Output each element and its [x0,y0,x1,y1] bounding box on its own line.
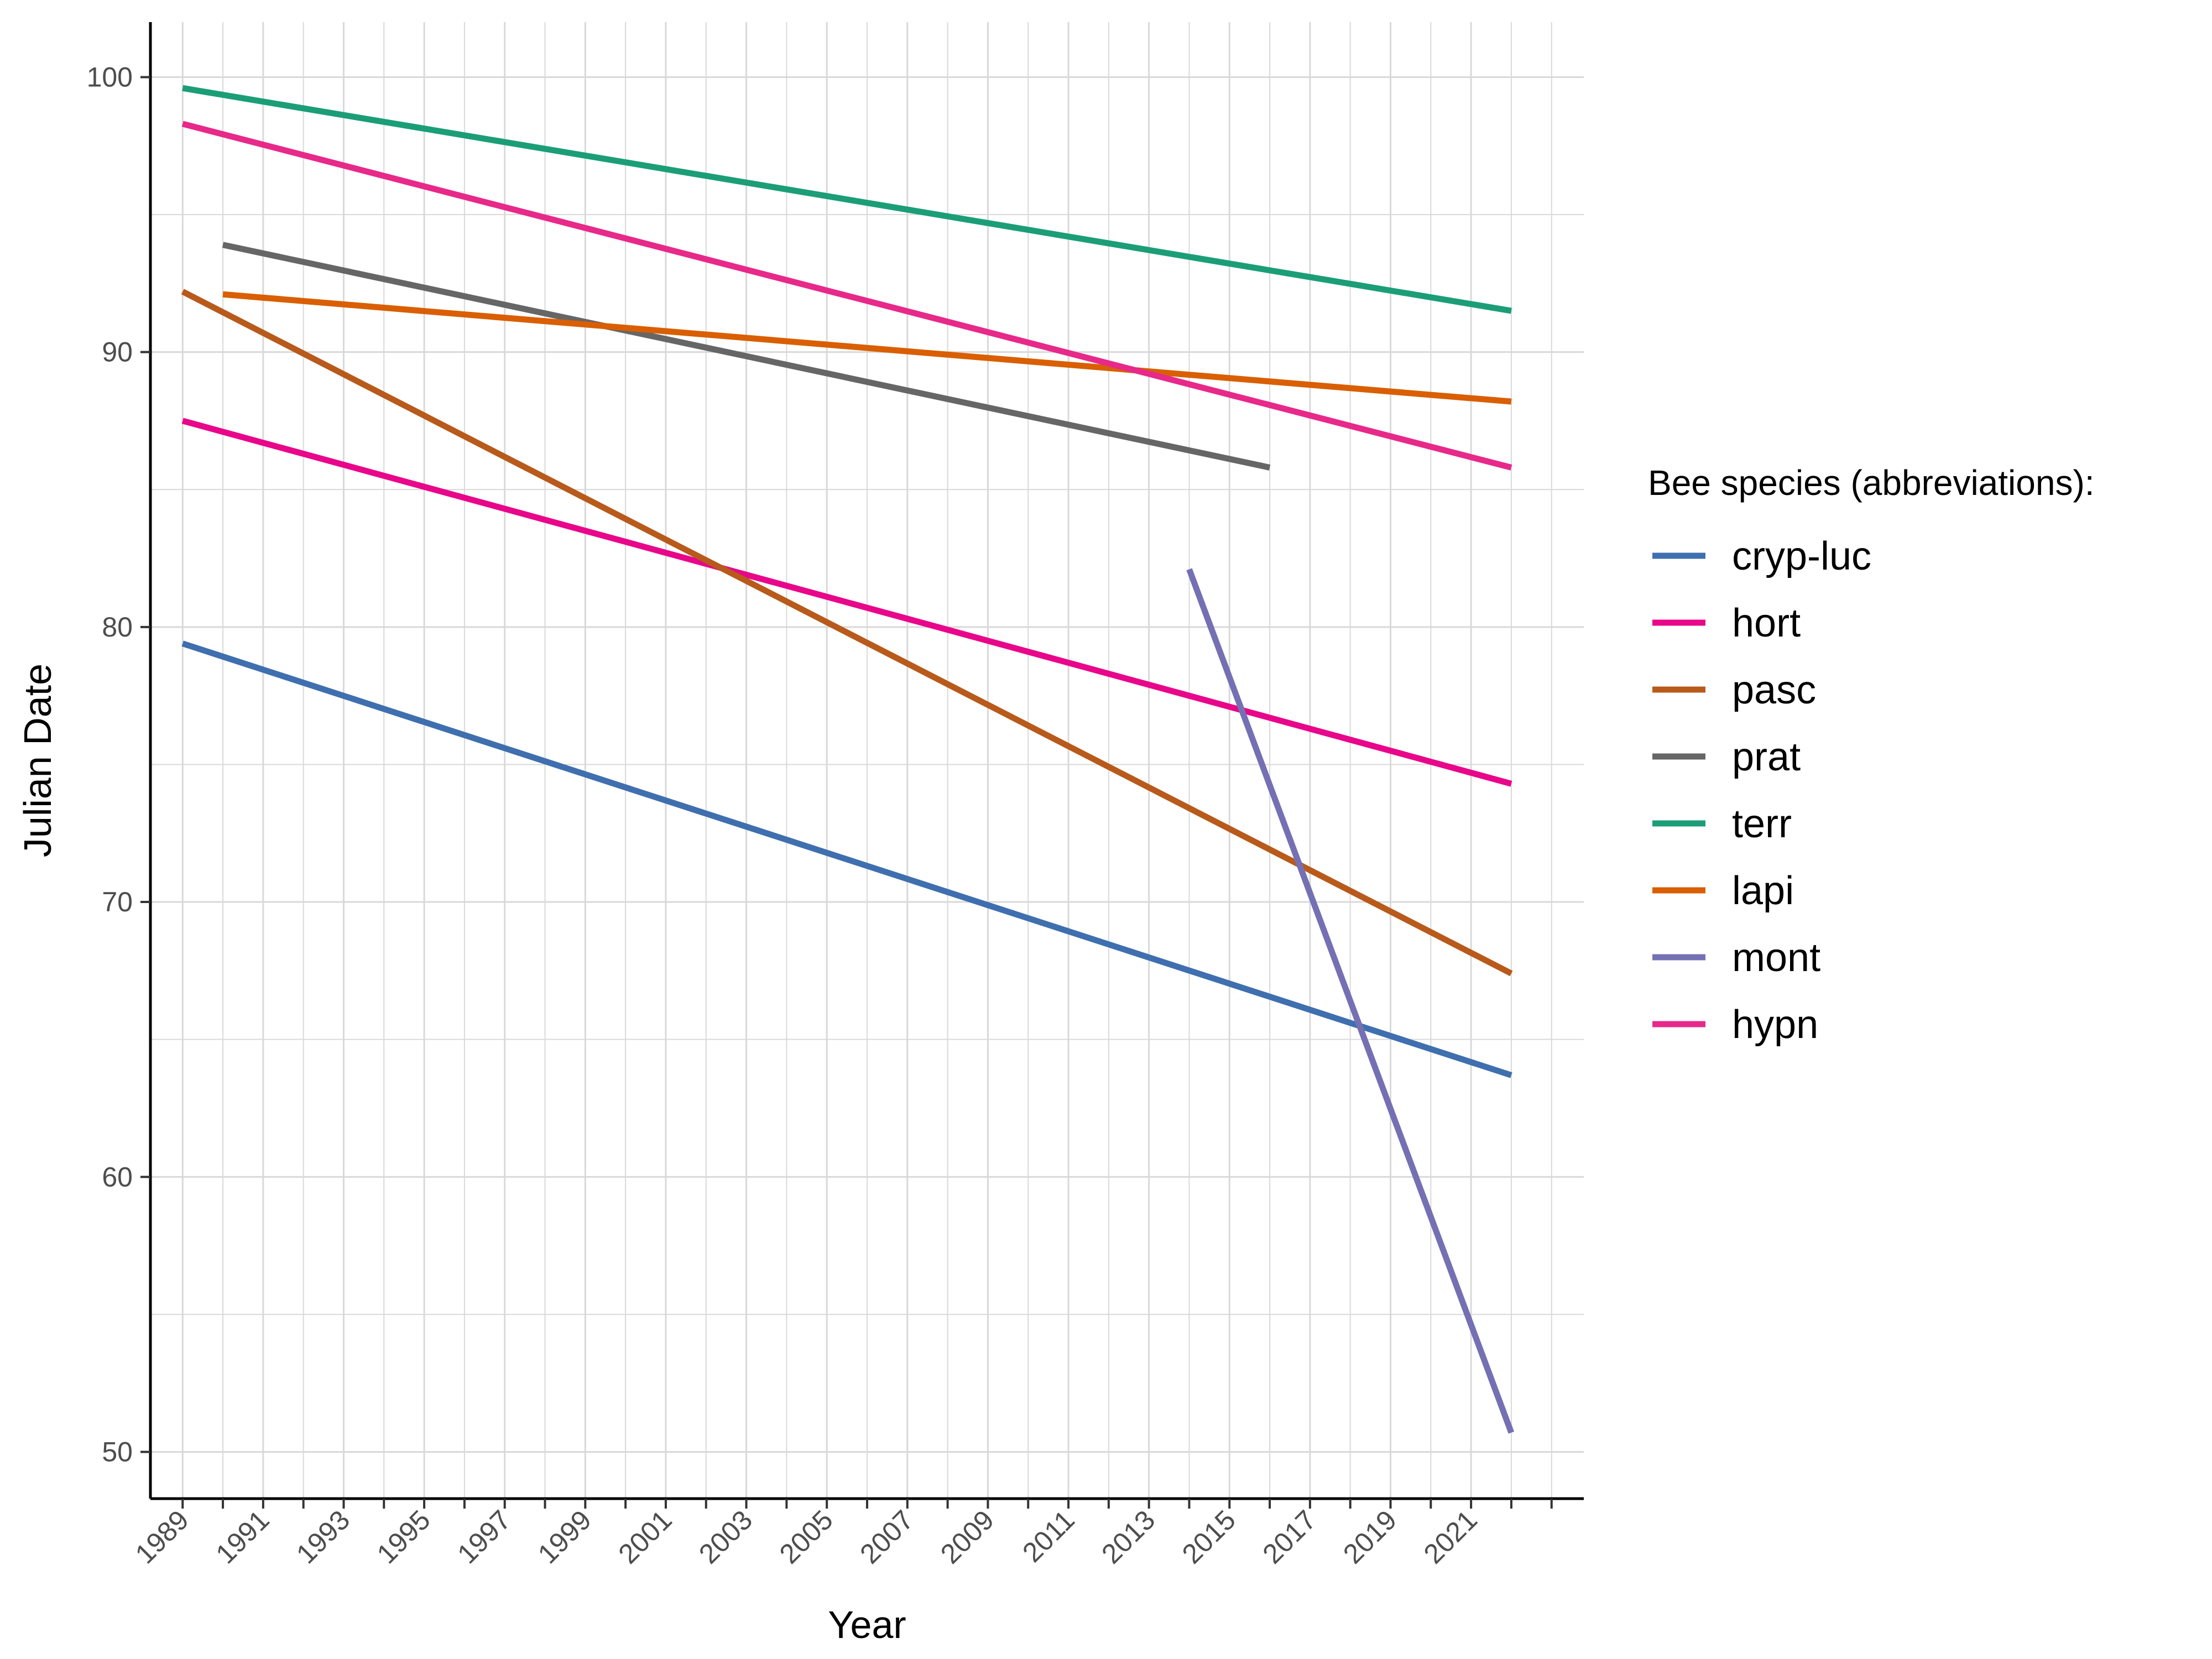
x-tick-label: 1991 [210,1504,275,1569]
series-line-pasc [181,289,1513,977]
series-line-prat [222,242,1271,471]
x-tick-label: 2009 [935,1504,1000,1569]
series-line-lapi [222,291,1512,405]
x-tick-label: 1997 [451,1504,517,1569]
series-line-terr [182,85,1512,314]
x-tick-label: 2005 [774,1504,839,1569]
legend-label-lapi: lapi [1732,869,1794,913]
x-ticks: 1989 1991 1993 1995 1997 1999 2001 2003 2005 2007… [129,1499,1553,1569]
y-tick-label: 60 [102,1161,133,1192]
legend-label-terr: terr [1732,802,1792,846]
y-tick-label: 80 [102,612,133,643]
y-tick-label: 70 [102,886,133,917]
x-tick-label: 2019 [1337,1504,1402,1569]
series-line-mont [1186,568,1515,1434]
series-line-hypn [181,121,1512,471]
series-line-hort [181,418,1512,787]
legend-label-hypn: hypn [1732,1003,1818,1047]
minor-gridlines [150,22,1584,1499]
x-axis-title: Year [828,1603,906,1646]
x-tick-label: 2017 [1256,1504,1322,1569]
legend: Bee species (abbreviations): cryp-luc hor… [1648,463,2095,1047]
x-tick-label: 1999 [532,1504,597,1569]
legend-label-mont: mont [1732,936,1820,980]
x-tick-label: 2015 [1176,1504,1241,1569]
series-lines [181,85,1515,1434]
legend-title: Bee species (abbreviations): [1648,463,2095,503]
x-tick-label: 1995 [371,1504,436,1569]
y-tick-label: 90 [102,337,133,368]
x-tick-label: 2007 [854,1504,919,1569]
legend-label-hort: hort [1732,601,1801,645]
legend-label-prat: prat [1732,735,1801,779]
legend-label-cryp-luc: cryp-luc [1732,534,1871,578]
y-tick-label: 50 [102,1436,133,1467]
y-tick-label: 100 [87,61,133,92]
legend-items: cryp-luc hort pasc prat terr lapi mont hypn [1652,534,1871,1047]
y-ticks: 50 60 70 80 90 100 [87,61,150,1467]
x-tick-label: 2021 [1418,1504,1483,1569]
x-tick-label: 2013 [1095,1504,1161,1569]
legend-label-pasc: pasc [1732,668,1816,712]
y-axis-title: Julian Date [16,664,59,857]
series-line-cryp-luc [181,640,1512,1078]
x-tick-label: 1989 [129,1504,195,1569]
x-tick-label: 2011 [1016,1504,1081,1568]
x-tick-label: 2001 [612,1504,677,1569]
x-tick-label: 2003 [693,1504,758,1569]
x-tick-label: 1993 [290,1504,356,1569]
